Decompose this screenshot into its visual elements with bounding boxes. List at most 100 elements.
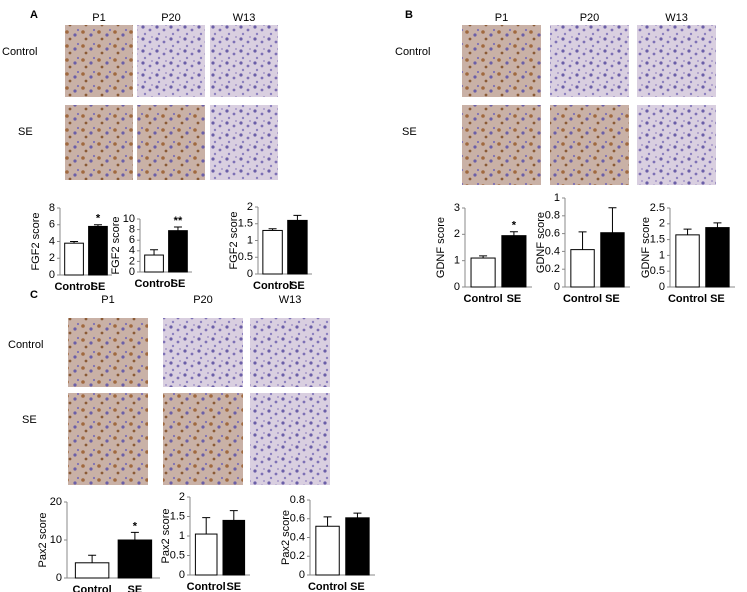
bar: [222, 519, 246, 576]
column-label: P20: [161, 12, 181, 24]
panel-label: B: [405, 9, 413, 21]
y-tick-label: 0.8: [545, 210, 560, 222]
y-tick-label: 2: [179, 491, 185, 503]
y-tick-label: 2: [454, 228, 460, 240]
y-tick-label: 2: [49, 252, 55, 264]
y-tick-label: 1: [454, 255, 460, 267]
row-label: Control: [8, 339, 43, 351]
y-tick-label: 1.5: [170, 510, 185, 522]
x-tick-label: SE: [128, 584, 143, 592]
bar: [287, 219, 308, 275]
column-label: P1: [495, 12, 508, 24]
y-tick-label: 0.5: [170, 549, 185, 561]
bar: [64, 242, 84, 276]
y-tick-label: 10: [50, 534, 62, 546]
y-tick-label: 0: [659, 281, 665, 293]
y-tick-label: 8: [129, 224, 135, 236]
y-tick-label: 0: [554, 281, 560, 293]
y-axis-label: Pax2 score: [37, 512, 49, 567]
y-tick-label: 2: [659, 218, 665, 230]
x-tick-label: Control: [73, 584, 112, 592]
y-tick-label: 0.4: [545, 245, 560, 257]
error-bar: [353, 512, 362, 518]
micrograph: [210, 25, 278, 97]
y-tick-label: 2: [247, 201, 253, 213]
y-tick-label: 0.5: [238, 251, 253, 263]
y-tick-label: 6: [49, 219, 55, 231]
row-label: Control: [2, 46, 37, 58]
x-tick-label: Control: [134, 278, 173, 290]
micrograph: [137, 25, 205, 97]
panel-label: C: [30, 289, 38, 301]
bar: [262, 229, 283, 275]
significance-mark: *: [512, 220, 517, 232]
column-label: P1: [101, 294, 114, 306]
row-label: SE: [22, 414, 37, 426]
row-label: SE: [402, 126, 417, 138]
x-tick-label: Control: [464, 293, 503, 305]
bar: [194, 533, 218, 576]
bar: [345, 517, 370, 576]
x-tick-label: SE: [226, 581, 241, 592]
x-tick-label: SE: [290, 280, 305, 292]
bar: [675, 234, 700, 288]
column-label: P20: [580, 12, 600, 24]
panel-label: A: [30, 9, 38, 21]
y-tick-label: 0: [56, 572, 62, 584]
micrograph: [462, 105, 541, 185]
y-tick-label: 0.2: [290, 550, 305, 562]
error-bar: [130, 531, 139, 540]
y-tick-label: 0: [129, 266, 135, 278]
x-tick-label: SE: [507, 293, 522, 305]
significance-mark: *: [133, 520, 138, 532]
y-tick-label: 0.2: [545, 263, 560, 275]
significance-mark: *: [96, 213, 101, 225]
column-label: W13: [233, 12, 256, 24]
bar: [88, 225, 108, 276]
x-tick-label: Control: [54, 281, 93, 293]
y-tick-label: 2: [129, 255, 135, 267]
micrograph: [65, 25, 133, 97]
x-tick-label: SE: [710, 293, 725, 305]
y-axis-label: Pax2 score: [280, 510, 292, 565]
y-axis-label: Pax2 score: [160, 508, 172, 563]
micrograph: [68, 318, 148, 387]
y-axis-label: GDNF score: [640, 217, 652, 278]
significance-mark: **: [174, 215, 183, 227]
bar: [470, 257, 496, 288]
y-tick-label: 3: [454, 202, 460, 214]
y-tick-label: 0.4: [290, 531, 305, 543]
micrograph: [637, 105, 716, 185]
y-tick-label: 10: [123, 213, 135, 225]
x-tick-label: Control: [253, 280, 292, 292]
y-tick-label: 1.5: [238, 218, 253, 230]
x-tick-label: SE: [350, 581, 365, 592]
y-tick-label: 0: [49, 269, 55, 281]
bar: [144, 254, 164, 273]
micrograph: [550, 105, 629, 185]
bar: [600, 232, 625, 288]
bar: [315, 525, 340, 576]
y-tick-label: 1: [554, 192, 560, 204]
error-bar: [173, 226, 182, 231]
column-label: P1: [92, 12, 105, 24]
y-axis-label: FGF2 score: [110, 216, 122, 274]
y-tick-label: 0.6: [290, 513, 305, 525]
column-label: W13: [665, 12, 688, 24]
y-tick-label: 1: [659, 249, 665, 261]
bar: [74, 562, 110, 579]
error-bar: [713, 222, 722, 228]
y-tick-label: 0: [179, 569, 185, 581]
micrograph: [462, 25, 541, 97]
x-tick-label: Control: [187, 581, 226, 592]
bar: [117, 539, 153, 579]
y-tick-label: 20: [50, 496, 62, 508]
y-tick-label: 1.5: [650, 234, 665, 246]
y-axis-label: GDNF score: [435, 217, 447, 278]
error-bar: [323, 516, 332, 527]
y-tick-label: 0: [247, 268, 253, 280]
bar: [501, 235, 527, 288]
error-bar: [293, 214, 302, 221]
y-axis-label: FGF2 score: [228, 211, 240, 269]
bar: [705, 227, 730, 288]
